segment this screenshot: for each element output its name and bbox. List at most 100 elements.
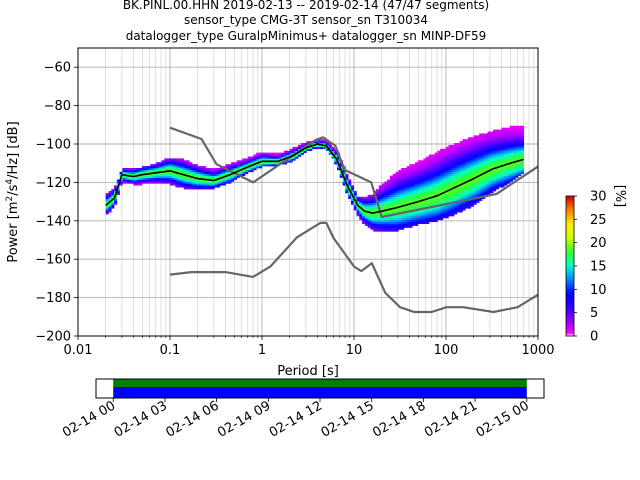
density-cell bbox=[158, 164, 162, 167]
density-cell bbox=[518, 143, 522, 146]
density-cell bbox=[194, 164, 198, 167]
density-cell bbox=[214, 175, 218, 178]
density-cell bbox=[253, 156, 257, 159]
density-cell bbox=[253, 158, 257, 161]
density-cell bbox=[423, 187, 427, 190]
density-cell bbox=[426, 168, 430, 171]
density-cell bbox=[493, 150, 497, 153]
density-cell bbox=[470, 156, 474, 159]
density-cell bbox=[501, 169, 505, 173]
density-cell bbox=[194, 175, 198, 178]
density-cell bbox=[178, 181, 182, 184]
density-cell bbox=[481, 187, 486, 190]
density-cell bbox=[468, 144, 472, 148]
density-cell bbox=[501, 179, 505, 182]
density-cell bbox=[384, 196, 388, 200]
density-cell bbox=[423, 169, 427, 173]
density-cell bbox=[384, 221, 388, 224]
density-cell bbox=[261, 152, 265, 155]
density-cell bbox=[465, 141, 469, 144]
density-cell bbox=[481, 141, 486, 144]
density-cell bbox=[473, 158, 477, 161]
density-cell bbox=[412, 183, 416, 186]
density-cell bbox=[381, 214, 385, 217]
density-cell bbox=[141, 177, 146, 180]
density-cell bbox=[295, 146, 299, 150]
density-cell bbox=[498, 173, 502, 176]
density-cell bbox=[465, 202, 469, 205]
density-cell bbox=[437, 171, 441, 175]
density-cell bbox=[442, 175, 447, 178]
density-cell bbox=[468, 156, 472, 159]
density-cell bbox=[345, 181, 349, 184]
density-cell bbox=[456, 210, 460, 213]
density-cell bbox=[328, 152, 332, 155]
density-cell bbox=[275, 154, 279, 157]
density-cell bbox=[493, 156, 497, 159]
density-cell bbox=[431, 154, 435, 157]
density-cell bbox=[481, 135, 486, 138]
density-cell bbox=[515, 139, 519, 142]
density-cell bbox=[442, 194, 447, 198]
density-cell bbox=[398, 173, 402, 176]
density-cell bbox=[417, 160, 421, 163]
density-cell bbox=[384, 206, 388, 209]
density-cell bbox=[459, 196, 463, 200]
density-cell bbox=[451, 164, 455, 167]
density-cell bbox=[459, 160, 463, 163]
density-cell bbox=[448, 148, 452, 152]
density-cell bbox=[141, 166, 146, 169]
density-cell bbox=[448, 192, 452, 196]
density-cell bbox=[509, 166, 513, 169]
density-cell bbox=[493, 169, 497, 173]
density-cell bbox=[222, 181, 226, 184]
density-cell bbox=[412, 219, 416, 223]
density-cell bbox=[459, 194, 463, 198]
x-tick-label: 0.1 bbox=[160, 343, 181, 358]
density-cell bbox=[448, 200, 452, 203]
density-cell bbox=[468, 185, 472, 188]
density-cell bbox=[362, 196, 366, 200]
density-cell bbox=[437, 175, 441, 178]
density-cell bbox=[370, 219, 374, 223]
density-cell bbox=[164, 175, 168, 178]
density-cell bbox=[245, 171, 249, 175]
density-cell bbox=[495, 150, 499, 153]
density-cell bbox=[217, 185, 221, 188]
density-cell bbox=[465, 158, 469, 161]
density-cell bbox=[504, 168, 508, 171]
density-cell bbox=[158, 166, 162, 169]
density-cell bbox=[454, 181, 458, 184]
density-cell bbox=[342, 183, 346, 186]
density-cell bbox=[440, 173, 444, 176]
density-cell bbox=[398, 210, 402, 213]
density-cell bbox=[258, 154, 263, 157]
density-cell bbox=[222, 173, 226, 176]
density-cell bbox=[395, 179, 399, 182]
density-cell bbox=[111, 206, 115, 209]
density-cell bbox=[476, 185, 480, 188]
density-cell bbox=[150, 181, 154, 184]
density-cell bbox=[437, 198, 441, 201]
density-cell bbox=[459, 164, 463, 167]
density-cell bbox=[387, 181, 391, 184]
density-cell bbox=[320, 139, 324, 142]
density-cell bbox=[493, 144, 497, 148]
density-cell bbox=[392, 192, 396, 196]
density-cell bbox=[468, 200, 472, 203]
density-cell bbox=[167, 168, 171, 171]
density-cell bbox=[370, 221, 374, 224]
density-cell bbox=[428, 181, 433, 184]
density-cell bbox=[484, 181, 488, 184]
density-cell bbox=[465, 168, 469, 171]
density-cell bbox=[518, 144, 522, 148]
density-cell bbox=[403, 181, 407, 184]
density-cell bbox=[387, 179, 391, 182]
density-cell bbox=[384, 204, 388, 207]
density-cell bbox=[217, 179, 221, 182]
density-cell bbox=[398, 225, 402, 228]
density-cell bbox=[448, 144, 452, 148]
density-cell bbox=[465, 160, 469, 163]
x-axis-ticks: 0.01 0.1 1 10 100 1000 bbox=[64, 336, 555, 358]
